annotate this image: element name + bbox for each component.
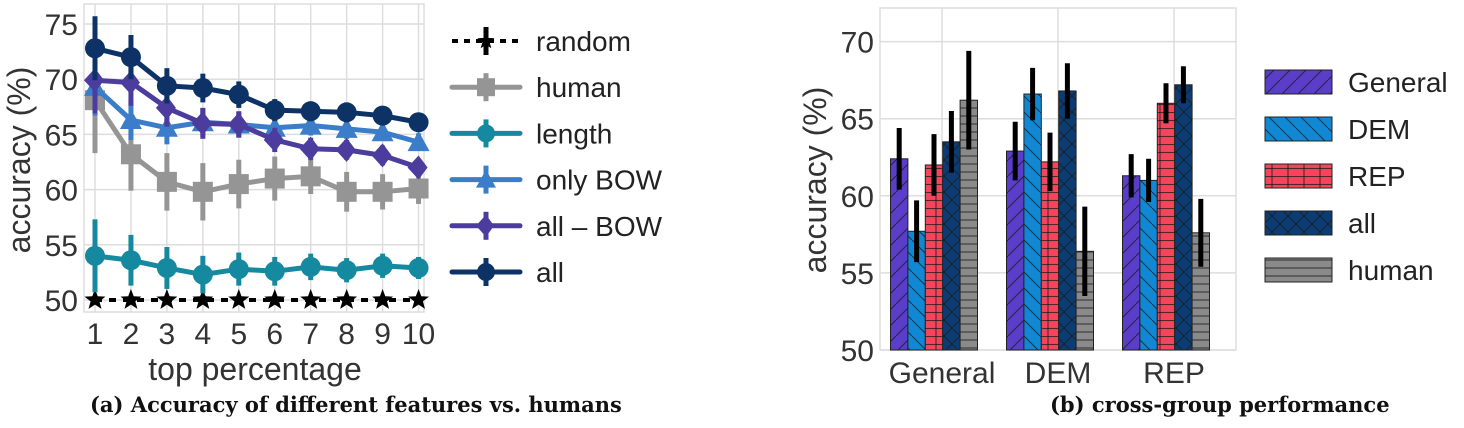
series-random [84,289,429,309]
y-tick-label: 50 [45,285,78,318]
bar-group-rep [1122,66,1211,351]
caption-b: (b) cross-group performance [1050,392,1390,417]
legend-label: General [1348,67,1448,98]
series-all [85,16,429,133]
bar-rep [1156,102,1176,351]
bar-general [1006,150,1025,351]
legend-item: only BOW [449,165,663,196]
legend-a: random human length only BOW all – BOW all [449,26,663,288]
legend-item: General [1264,67,1448,98]
legend-label: length [536,118,612,149]
bar-group-dem [1006,63,1095,351]
legend-item: human [449,72,622,103]
legend-label: human [536,72,622,103]
legend-label: only BOW [536,165,663,196]
x-tick-label: 6 [266,318,283,351]
legend-item: DEM [1264,114,1410,145]
x-tick-label: REP [1143,357,1205,390]
bar-group-general [890,50,979,351]
series-human [85,47,429,221]
series-all---bow [84,47,428,180]
bar-all [1058,90,1077,351]
legend-label: REP [1348,161,1406,192]
y-tick-label: 65 [45,119,78,152]
y-axis-label: accuracy (%) [1,67,37,254]
series-length [85,219,429,294]
caption-a: (a) Accuracy of different features vs. h… [90,392,622,417]
y-tick-label: 50 [841,335,874,368]
bar-all [1174,84,1193,351]
x-tick-label: 9 [374,318,391,351]
legend-item: random [452,26,631,57]
legend-item: all [449,257,564,288]
x-tick-label: 8 [338,318,355,351]
legend-item: length [449,118,612,149]
x-tick-label: 1 [87,318,104,351]
x-tick-label: 2 [123,318,140,351]
x-tick-label: 3 [159,318,176,351]
chart-a-line-plot: 50 55 60 65 70 75 1 2 3 4 5 6 7 8 9 10 top percentage acc… [1,3,663,387]
y-tick-label: 65 [841,104,874,137]
x-tick-label: 7 [302,318,319,351]
x-tick-label: DEM [1025,357,1092,390]
y-tick-label: 55 [841,258,874,291]
y-tick-label: 70 [841,27,874,60]
y-tick-label: 70 [45,64,78,97]
x-tick-label: General [889,357,996,390]
legend-label: all [536,257,564,288]
legend-item: REP [1264,161,1406,192]
legend-b: General DEM REP all human [1264,67,1448,286]
legend-label: all – BOW [536,211,663,242]
y-axis-label: accuracy (%) [797,87,833,274]
y-tick-label: 55 [45,230,78,263]
chart-b-bar-plot: 50 55 60 65 70 General DEM REP accuracy (%) Gener… [797,7,1448,390]
x-tick-label: 4 [195,318,212,351]
x-tick-label: 10 [402,318,435,351]
legend-item: all – BOW [449,211,663,242]
bar-dem [1023,93,1042,351]
y-tick-label: 60 [45,175,78,208]
x-axis-label: top percentage [148,351,362,387]
legend-label: DEM [1348,114,1410,145]
bar-dem [1139,179,1158,351]
bar-all [942,141,961,351]
x-tick-label: 5 [230,318,247,351]
y-tick-label: 75 [45,9,78,42]
legend-label: all [1348,208,1376,239]
legend-label: random [536,26,631,57]
legend-item: human [1264,255,1434,286]
y-tick-label: 60 [841,181,874,214]
legend-item: all [1264,208,1376,239]
legend-label: human [1348,255,1434,286]
bar-general [1122,175,1141,351]
